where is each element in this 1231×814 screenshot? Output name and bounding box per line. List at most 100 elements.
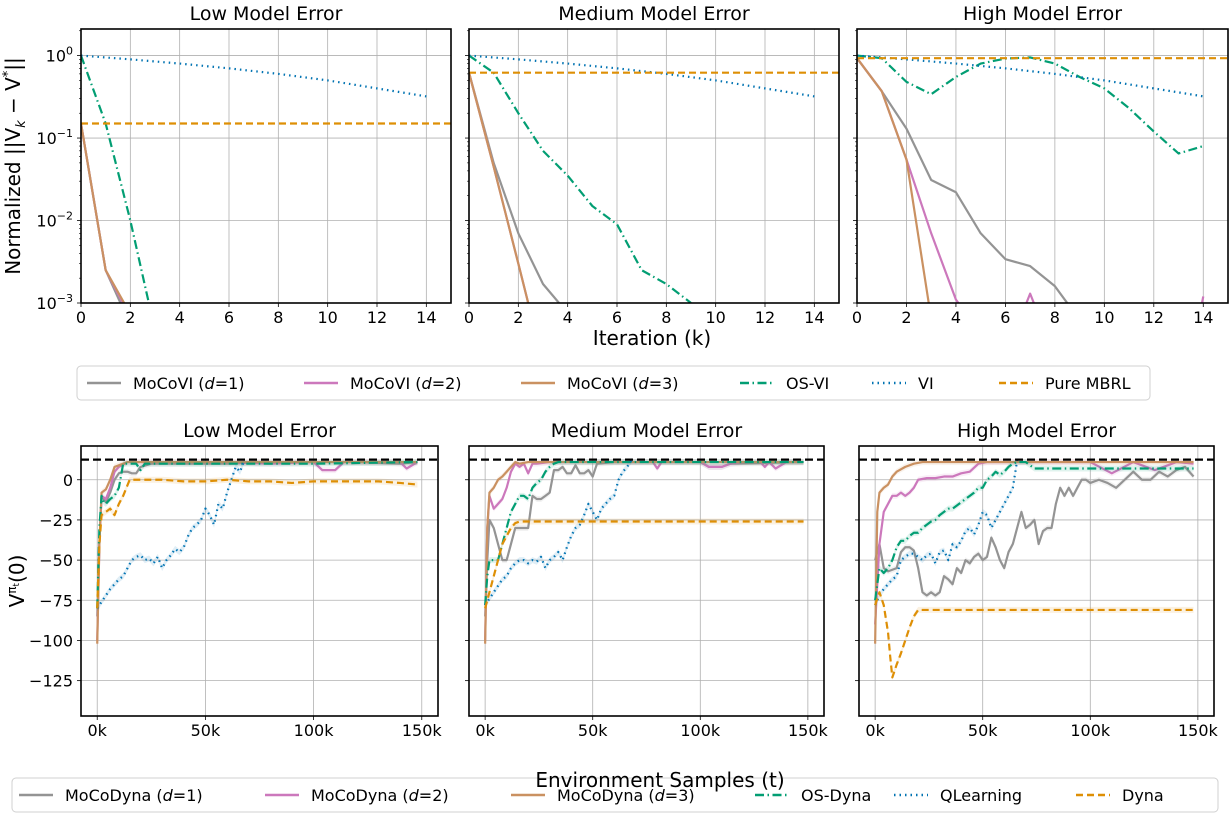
series-line-vi	[81, 54, 427, 98]
legend-item: MoCoVI (d=3)	[521, 374, 679, 393]
series-line-mocovi-d-2-	[857, 57, 960, 303]
x-tick-label: 150k	[402, 721, 443, 740]
x-tick-label: 2	[901, 308, 911, 327]
legend-label: OS-Dyna	[801, 786, 871, 805]
legend-label: MoCoDyna (d=1)	[65, 786, 203, 805]
panel-title: High Model Error	[963, 3, 1122, 25]
x-tick-label: 0	[464, 308, 474, 327]
x-tick-label: 0k	[865, 721, 885, 740]
legend-label: MoCoVI (d=2)	[350, 374, 462, 393]
x-tick-label: 100k	[680, 721, 721, 740]
x-tick-label: 0k	[475, 721, 495, 740]
x-tick-label: 10	[1094, 308, 1114, 327]
panel-title: Low Model Error	[190, 3, 343, 25]
legend-label: OS-VI	[786, 374, 829, 393]
x-tick-label: 8	[273, 308, 283, 327]
series-line-qlearning	[484, 459, 633, 606]
legend-label: MoCoVI (d=1)	[133, 374, 245, 393]
y-axis-label: Normalized ||Vk − V*||	[1, 57, 29, 275]
x-tick-label: 4	[951, 308, 961, 327]
y-tick-label: 10−1	[36, 127, 73, 148]
series-line-mocovi-d-1-	[857, 57, 1069, 303]
series-line-os-dyna	[96, 460, 418, 609]
panel-bottom-high: 0k 50k 100k 150k High Model Error	[855, 420, 1218, 740]
series-line-mocovi-d-2-	[1025, 292, 1035, 303]
series-line-dyna	[484, 520, 804, 609]
axes-frame	[80, 28, 452, 304]
confidence-band	[875, 589, 1194, 681]
x-tick-label: 150k	[1178, 721, 1219, 740]
series-line-dyna	[874, 591, 1194, 679]
legend-item: MoCoDyna (d=3)	[511, 786, 695, 805]
y-tick-label: 100	[46, 45, 73, 66]
series-line-vi	[857, 54, 1204, 98]
legend-item: MoCoVI (d=2)	[304, 374, 462, 393]
bottom-legend: MoCoDyna (d=1) MoCoDyna (d=2) MoCoDyna (d=…	[11, 777, 1219, 813]
series-line-vi	[469, 54, 815, 98]
axes-frame	[80, 445, 439, 717]
x-tick-label: 0	[852, 308, 862, 327]
x-tick-label: 4	[175, 308, 185, 327]
series-line-mocovi-d-3-	[469, 72, 530, 303]
top-legend: MoCoVI (d=1) MoCoVI (d=2) MoCoVI (d=3) OS-V…	[76, 365, 1151, 401]
x-tick-label: 14	[1193, 308, 1213, 327]
legend-item: Dyna	[1076, 786, 1164, 805]
legend-item: OS-Dyna	[755, 786, 871, 805]
legend-item: QLearning	[894, 786, 1022, 805]
panel-top-low: 0 2 4 6 8 10 12 14 100 10−1 10−2 10−3 Low Model Erro…	[1, 3, 452, 327]
x-tick-label: 12	[367, 308, 387, 327]
confidence-band	[485, 459, 804, 620]
series-line-mocovi-d-2-	[1200, 296, 1205, 303]
x-tick-label: 6	[612, 308, 622, 327]
legend-item: VI	[872, 374, 934, 393]
x-tick-label: 2	[513, 308, 523, 327]
x-tick-label: 12	[755, 308, 775, 327]
y-tick-label: −75	[39, 591, 73, 610]
legend-box	[76, 365, 1151, 401]
y-tick-label: 10−2	[36, 210, 73, 231]
confidence-band	[97, 459, 418, 647]
legend-label: Pure MBRL	[1045, 374, 1131, 393]
confidence-band	[875, 463, 1194, 599]
series-line-qlearning	[874, 460, 1019, 606]
y-tick-label: −125	[29, 672, 73, 691]
top-xlabel: Iteration (k)	[593, 326, 711, 350]
series-line-os-dyna	[874, 460, 1194, 601]
series-line-mocodyna-d-1-	[874, 465, 1195, 597]
bottom-xlabel: Environment Samples (t)	[535, 768, 784, 792]
x-tick-label: 10	[317, 308, 337, 327]
y-tick-label: 10−3	[36, 292, 73, 313]
confidence-band	[875, 459, 1194, 647]
series-line-mocodyna-d-2-	[874, 460, 1194, 625]
panel-bottom-low: 0k 50k 100k 150k 0 −25 −50 −75 −100 −125 Low Model…	[5, 420, 442, 740]
x-tick-label: 12	[1144, 308, 1164, 327]
x-tick-label: 6	[1000, 308, 1010, 327]
legend-item: Pure MBRL	[999, 374, 1131, 393]
series-line-mocodyna-d-3-	[874, 460, 1194, 644]
panel-bottom-medium: 0k 50k 100k 150k Medium Model Error	[465, 420, 828, 740]
x-tick-label: 6	[224, 308, 234, 327]
axes-frame	[468, 445, 825, 717]
x-tick-label: 150k	[788, 721, 829, 740]
x-tick-label: 50k	[578, 721, 608, 740]
confidence-band	[875, 459, 1194, 628]
confidence-band	[97, 459, 418, 644]
y-axis-label: Vπt(0)	[5, 555, 29, 608]
panel-top-medium: 0 2 4 6 8 10 12 14 Medium Model Error	[464, 3, 840, 327]
x-tick-label: 14	[804, 308, 824, 327]
series-line-mocovi-d-3-	[857, 57, 930, 303]
x-tick-label: 50k	[191, 721, 221, 740]
y-tick-label: −100	[29, 631, 73, 650]
legend-label: Dyna	[1122, 786, 1164, 805]
panel-top-high: 0 2 4 6 8 10 12 14 High Model Error	[852, 3, 1229, 327]
legend-item: MoCoVI (d=1)	[87, 374, 245, 393]
series-line-dyna	[96, 478, 418, 609]
confidence-band	[485, 518, 804, 612]
panel-title: High Model Error	[957, 420, 1116, 442]
confidence-band	[97, 459, 418, 620]
x-tick-label: 8	[661, 308, 671, 327]
series-line-os-vi	[469, 54, 692, 303]
series-line-mocodyna-d-1-	[96, 460, 418, 617]
axes-frame	[468, 28, 840, 304]
y-tick-label: 0	[63, 471, 73, 490]
